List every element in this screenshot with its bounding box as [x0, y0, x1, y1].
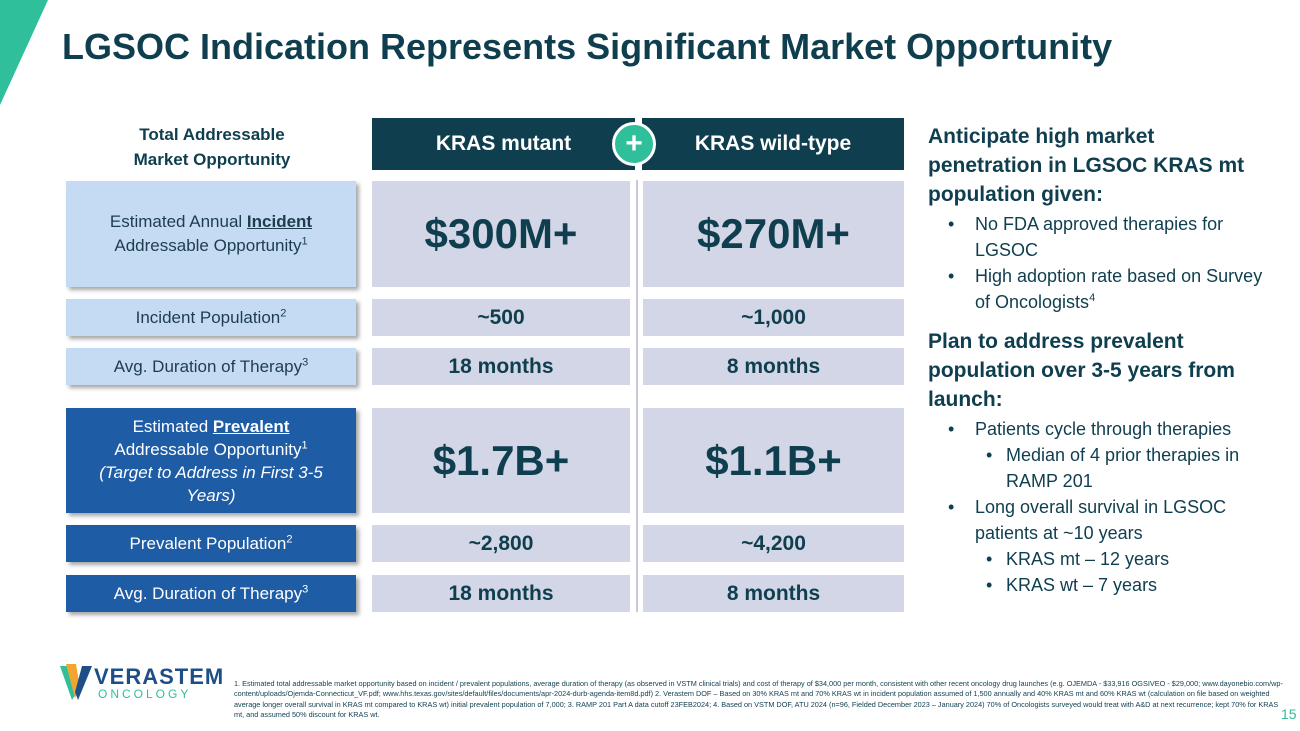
- col-header-kras-wild-type: KRAS wild-type: [642, 118, 904, 170]
- cell-prevalent-population-wild: ~4,200: [643, 525, 904, 562]
- row-label-incident-population: Incident Population2: [66, 299, 356, 336]
- list-item: Patients cycle through therapies: [928, 416, 1273, 442]
- cell-prevalent-duration-mutant: 18 months: [372, 575, 630, 612]
- footnote: 1. Estimated total addressable market op…: [234, 679, 1283, 720]
- tam-line1: Total Addressable: [139, 125, 285, 144]
- label-pre: Estimated Annual: [109, 212, 247, 231]
- list-item-sup: 4: [1089, 292, 1096, 304]
- label-text: Incident Population: [135, 307, 281, 327]
- label-sup: 3: [302, 582, 309, 595]
- row-label-prevalent-population: Prevalent Population2: [66, 525, 356, 562]
- right-heading-penetration: Anticipate high market penetration in LG…: [928, 125, 1245, 206]
- tam-line2: Market Opportunity: [133, 150, 291, 169]
- list-item: No FDA approved therapies for LGSOC: [928, 211, 1273, 263]
- label-text: Prevalent Population: [129, 533, 287, 553]
- label-sup: 3: [302, 355, 309, 368]
- row-label-prevalent-duration: Avg. Duration of Therapy3: [66, 575, 356, 612]
- prevalent-bullets: Patients cycle through therapies Median …: [928, 416, 1273, 598]
- cell-prevalent-duration-wild: 8 months: [643, 575, 904, 612]
- label-bold: Prevalent: [212, 416, 290, 436]
- cell-incident-opportunity-mutant: $300M+: [372, 181, 630, 287]
- label-line2: Addressable Opportunity: [114, 236, 302, 255]
- label-bold: Incident: [246, 212, 313, 231]
- list-item: KRAS mt – 12 years: [928, 546, 1273, 572]
- right-heading-prevalent: Plan to address prevalent population ove…: [928, 330, 1235, 411]
- cell-prevalent-opportunity-mutant: $1.7B+: [372, 408, 630, 513]
- label-text: Avg. Duration of Therapy: [113, 356, 303, 376]
- cell-incident-duration-mutant: 18 months: [372, 348, 630, 385]
- label-text: Avg. Duration of Therapy: [113, 583, 303, 603]
- label-pre: Estimated: [132, 416, 213, 436]
- label-line2: Addressable Opportunity: [114, 439, 302, 459]
- page-number: 15: [1281, 706, 1297, 722]
- corner-accent-shape: [0, 0, 48, 105]
- list-item: Median of 4 prior therapies in RAMP 201: [928, 442, 1273, 494]
- penetration-bullets: No FDA approved therapies for LGSOC High…: [928, 211, 1273, 315]
- row-label-incident-opportunity: Estimated Annual Incident Addressable Op…: [66, 181, 356, 287]
- logo-sub: ONCOLOGY: [98, 687, 192, 701]
- label-sup: 1: [301, 235, 308, 248]
- label-sup: 2: [280, 306, 287, 319]
- row-label-prevalent-opportunity: Estimated Prevalent Addressable Opportun…: [66, 408, 356, 513]
- col-header-kras-mutant: KRAS mutant: [372, 118, 635, 170]
- list-item: High adoption rate based on Survey of On…: [928, 263, 1273, 315]
- right-panel: Anticipate high market penetration in LG…: [928, 122, 1273, 598]
- cell-incident-opportunity-wild: $270M+: [643, 181, 904, 287]
- table-header-tam: Total Addressable Market Opportunity: [66, 122, 358, 172]
- label-sup: 1: [301, 438, 308, 451]
- list-item: Long overall survival in LGSOC patients …: [928, 494, 1273, 546]
- slide-title: LGSOC Indication Represents Significant …: [62, 26, 1113, 67]
- cell-incident-population-mutant: ~500: [372, 299, 630, 336]
- cell-prevalent-opportunity-wild: $1.1B+: [643, 408, 904, 513]
- plus-icon: +: [612, 122, 656, 166]
- label-sup: 2: [286, 532, 293, 545]
- cell-incident-duration-wild: 8 months: [643, 348, 904, 385]
- row-label-incident-duration: Avg. Duration of Therapy3: [66, 348, 356, 385]
- list-item: KRAS wt – 7 years: [928, 572, 1273, 598]
- column-divider: [636, 180, 638, 612]
- verastem-logo-icon: [60, 664, 92, 700]
- cell-incident-population-wild: ~1,000: [643, 299, 904, 336]
- list-item-text: High adoption rate based on Survey of On…: [975, 266, 1263, 312]
- logo-name: VERASTEM: [94, 664, 225, 689]
- label-italic: (Target to Address in First 3-5 Years): [99, 462, 323, 505]
- cell-prevalent-population-mutant: ~2,800: [372, 525, 630, 562]
